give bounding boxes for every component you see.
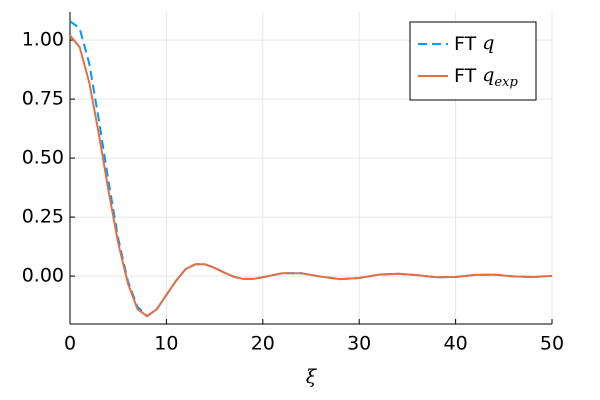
- legend-box: [409, 21, 537, 101]
- x-tick-label: 40: [444, 333, 468, 355]
- y-tick-label: 0.25: [22, 206, 64, 228]
- legend-label: FT q: [454, 32, 494, 55]
- x-tick-label: 20: [251, 333, 275, 355]
- x-tick-label: 10: [154, 333, 178, 355]
- y-tick-label: 0.50: [22, 147, 64, 169]
- y-tick-label: 0.00: [22, 265, 64, 287]
- y-tick-label: 0.75: [22, 88, 64, 110]
- series-line: [69, 34, 553, 318]
- y-tick-label: 1.00: [22, 29, 64, 51]
- x-tick-label: 0: [64, 333, 76, 355]
- x-tick-label: 30: [347, 333, 371, 355]
- legend-label: FT qexp: [454, 64, 518, 90]
- x-tick-label: 50: [540, 333, 564, 355]
- x-axis-label: ξ: [306, 366, 318, 388]
